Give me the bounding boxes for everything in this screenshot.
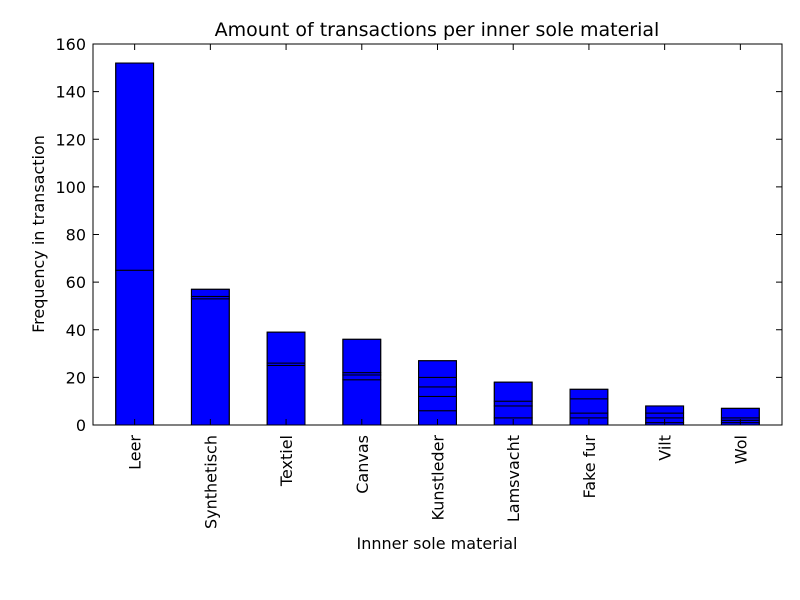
bar-segment [645,405,685,414]
bar-segment [342,338,382,374]
x-tick-label: Fake fur [580,435,599,499]
x-tick-label: Leer [126,435,145,470]
x-tick-label: Synthetisch [201,435,220,529]
x-tick-label: Wol [731,435,750,464]
bar-segment [569,388,609,400]
y-tick-label: 80 [66,226,86,245]
bar-segment [266,364,306,426]
bar-segment [342,379,382,426]
x-axis: Leer Synthetisch Textiel Canvas Kunstleder La… [126,44,750,529]
y-axis-label: Frequency in transaction [29,135,48,333]
plot-frame [92,43,783,426]
x-tick-label: Vilt [656,435,675,461]
bar-segment [569,412,609,419]
x-axis-label: Innner sole material [357,534,518,553]
bar-segment [190,288,230,297]
y-tick-label: 160 [55,35,86,54]
bar-segment [115,62,155,271]
bar-segment [418,395,457,412]
bar-segment [493,405,533,419]
y-tick-label: 20 [66,368,86,387]
y-tick-label: 100 [55,178,86,197]
x-tick-label: Canvas [353,435,372,494]
bar-segment [266,331,306,364]
bar-segment [645,412,685,419]
x-tick-label: Textiel [277,435,296,487]
y-tick-label: 60 [66,273,86,292]
y-axis: 0 20 40 60 80 100 120 140 160 [55,35,782,435]
x-tick-label: Kunstleder [429,435,448,521]
bar-segment [720,407,760,419]
y-tick-label: 140 [55,83,86,102]
bar-segment [493,381,533,402]
bar-segment [418,376,457,388]
bar-segment [418,386,457,397]
bar-segment [190,298,230,426]
y-tick-label: 0 [76,416,86,435]
bar-segment [115,269,155,426]
chart-title: Amount of transactions per inner sole ma… [215,19,660,41]
x-tick-label: Lamsvacht [504,435,523,522]
bar-segment [569,398,609,414]
bar-segment [342,374,382,381]
y-tick-label: 40 [66,321,86,340]
bar-segment [493,400,533,407]
y-tick-label: 120 [55,130,86,149]
bar-segment [418,360,457,378]
